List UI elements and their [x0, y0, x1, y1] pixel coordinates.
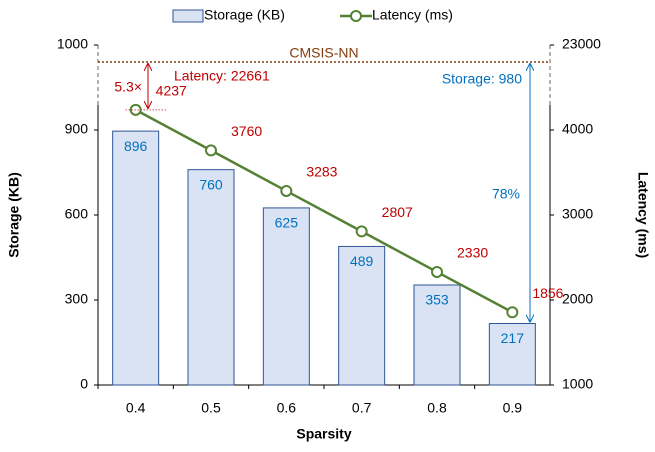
y-tick-label: 900: [65, 121, 89, 137]
storage-reduction: 78%: [492, 186, 520, 202]
y-tick-label: 0: [80, 376, 88, 392]
legend-label: Latency (ms): [372, 7, 453, 23]
x-tick-label: 0.9: [503, 400, 523, 416]
latency-label: 3760: [231, 123, 262, 139]
latency-ratio: 5.3×: [114, 79, 142, 95]
x-tick-label: 0.5: [201, 400, 221, 416]
bar-label: 625: [275, 215, 299, 231]
y-axis-label: Storage (KB): [6, 172, 22, 258]
x-tick-label: 0.8: [427, 400, 447, 416]
y2-tick-label: 3000: [562, 206, 593, 222]
legend-swatch: [172, 9, 204, 23]
x-tick-label: 0.4: [126, 400, 146, 416]
bar-label: 489: [350, 253, 374, 269]
bar-label: 353: [425, 292, 449, 308]
x-axis-label: Sparsity: [296, 426, 351, 442]
y-tick-label: 600: [65, 206, 89, 222]
y-tick-label: 1000: [57, 36, 88, 52]
bar: [262, 207, 310, 386]
bar-label: 896: [124, 138, 148, 154]
latency-point: [431, 265, 443, 278]
baseline-storage: Storage: 980: [442, 71, 522, 87]
latency-point: [355, 225, 368, 238]
bar: [338, 245, 386, 386]
latency-label: 3283: [306, 164, 337, 180]
y2-tick-label: 4000: [562, 121, 593, 137]
x-tick-label: 0.7: [352, 400, 372, 416]
baseline-latency: Latency: 22661: [174, 68, 270, 84]
latency-point: [506, 306, 519, 319]
latency-label: 1856: [532, 285, 563, 301]
latency-line: [135, 108, 513, 314]
y2-axis-label: Latency (ms): [635, 172, 651, 258]
bar: [187, 169, 235, 386]
x-tick-label: 0.6: [277, 400, 297, 416]
legend-swatch: [350, 10, 362, 22]
legend-label: Storage (KB): [204, 7, 285, 23]
bar: [112, 130, 160, 386]
bar-label: 217: [501, 330, 525, 346]
bar: [413, 284, 461, 386]
bar: [488, 323, 536, 386]
y2-tick-label: 1000: [562, 376, 593, 392]
latency-point: [205, 144, 217, 157]
latency-label: 2330: [457, 245, 488, 261]
baseline-name: CMSIS-NN: [289, 45, 358, 61]
latency-point: [280, 184, 293, 197]
y-tick-label: 300: [65, 291, 89, 307]
y2-tick-label: 2000: [562, 291, 593, 307]
y2-tick-label: 23000: [562, 36, 601, 52]
latency-label: 4237: [156, 83, 187, 99]
bar-label: 760: [199, 176, 223, 192]
latency-label: 2807: [382, 204, 413, 220]
